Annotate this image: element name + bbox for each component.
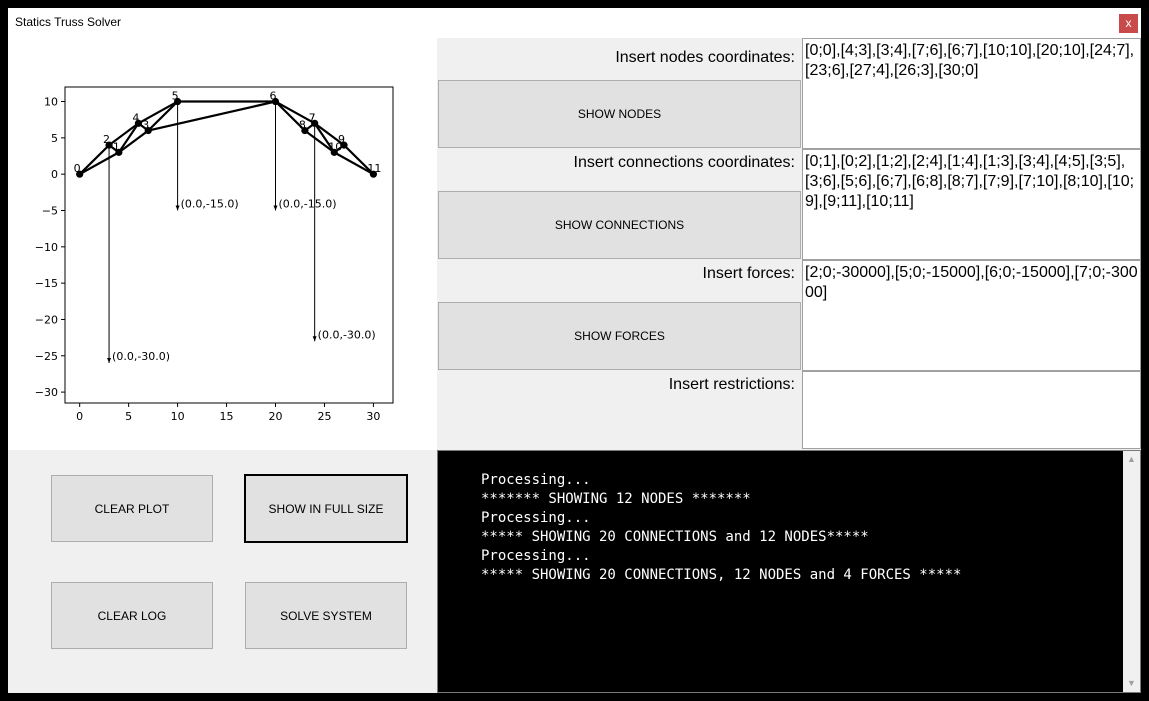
force-arrow-head [312, 336, 317, 342]
log-line: ***** SHOWING 20 CONNECTIONS, 12 NODES a… [481, 567, 962, 583]
node-label: 7 [309, 111, 316, 124]
truss-member [117, 122, 140, 153]
truss-node [369, 170, 378, 178]
truss-member [79, 151, 120, 176]
x-tick-label: 0 [76, 410, 83, 423]
truss-member [313, 122, 336, 153]
truss-member [274, 100, 306, 132]
truss-node [105, 141, 113, 149]
y-tick-label: −25 [35, 350, 58, 363]
restrictions-label: Insert restrictions: [668, 376, 795, 393]
truss-member [274, 100, 316, 125]
y-tick-label: −20 [35, 313, 58, 326]
nodes-label: Insert nodes coordinates: [615, 49, 795, 66]
truss-node [134, 119, 143, 127]
truss-member [343, 144, 375, 175]
truss-member [314, 122, 345, 146]
show-connections-button[interactable]: SHOW CONNECTIONS [438, 191, 801, 259]
app-window: Statics Truss Solver x 0 5 10 15 20 25 30 10 5 0−… [8, 8, 1141, 693]
x-tick-label: 5 [125, 410, 132, 423]
y-tick-label: −5 [42, 204, 58, 217]
restrictions-input[interactable] [802, 371, 1141, 449]
node-label: 10 [328, 140, 342, 153]
truss-node [330, 148, 338, 156]
y-tick-label: 0 [51, 168, 58, 181]
show-nodes-button[interactable]: SHOW NODES [438, 80, 801, 148]
nodes-input[interactable]: [0;0],[4;3],[3;4],[7;6],[6;7],[10;10],[2… [802, 38, 1141, 149]
window-title: Statics Truss Solver [15, 15, 122, 29]
truss-member [118, 129, 149, 154]
node-label: 5 [172, 90, 179, 103]
log-console[interactable]: Processing... ******* SHOWING 12 NODES **… [437, 450, 1141, 693]
log-text: Processing... ******* SHOWING 12 NODES **… [481, 471, 961, 585]
force-label: (0.0,-15.0) [181, 197, 239, 210]
truss-node [271, 97, 280, 106]
y-tick-label: −30 [35, 386, 58, 399]
scroll-up-icon[interactable]: ▲ [1127, 454, 1136, 464]
x-tick-label: 15 [220, 410, 234, 423]
y-tick-label: 5 [51, 132, 58, 145]
show-forces-button[interactable]: SHOW FORCES [438, 302, 801, 370]
node-label: 9 [338, 133, 345, 146]
clear-plot-button[interactable]: CLEAR PLOT [51, 475, 213, 542]
truss-node [311, 119, 319, 127]
x-tick-label: 30 [366, 410, 380, 423]
force-label: (0.0,-15.0) [279, 197, 337, 210]
show-full-size-button[interactable]: SHOW IN FULL SIZE [244, 474, 408, 543]
truss-node [115, 148, 123, 156]
clear-log-button[interactable]: CLEAR LOG [51, 582, 213, 649]
log-line: Processing... [481, 548, 591, 564]
truss-node [173, 97, 182, 106]
truss-member [147, 100, 179, 132]
force-label: (0.0,-30.0) [318, 328, 376, 341]
force-label: (0.0,-30.0) [112, 350, 170, 363]
close-button[interactable]: x [1119, 14, 1138, 33]
force-arrow-head [175, 205, 180, 211]
truss-node [301, 126, 309, 135]
connections-input[interactable]: [0;1],[0;2],[1;2],[2;4],[1;4],[1;3],[3;4… [802, 149, 1141, 260]
truss-member [333, 151, 374, 176]
log-line: Processing... [481, 472, 591, 488]
node-label: 4 [132, 111, 139, 124]
truss-plot: 0 5 10 15 20 25 30 10 5 0 −5 −10 −15 −20 −25 −30 (0.0,-3… [8, 38, 437, 450]
node-label: 2 [103, 133, 110, 146]
force-arrow-head [273, 205, 278, 211]
node-label: 3 [142, 119, 149, 132]
truss-member [78, 144, 110, 175]
node-label: 1 [113, 140, 120, 153]
truss-member [108, 122, 140, 146]
y-tick-label: −15 [35, 277, 58, 290]
forces-label: Insert forces: [702, 265, 795, 282]
truss-member [137, 100, 179, 125]
forces-input[interactable]: [2;0;-30000],[5;0;-15000],[6;0;-15000],[… [802, 260, 1141, 371]
log-scrollbar[interactable]: ▲ ▼ [1123, 451, 1140, 692]
x-tick-label: 20 [269, 410, 283, 423]
y-tick-label: 10 [44, 96, 58, 109]
y-tick-label: −10 [35, 241, 58, 254]
log-line: ***** SHOWING 20 CONNECTIONS and 12 NODE… [481, 529, 869, 545]
truss-plot-svg: 0 5 10 15 20 25 301050−5−10−15−20−25−30(0.0,-3… [35, 86, 394, 423]
truss-node [340, 141, 348, 149]
truss-node [144, 126, 152, 135]
log-line: ******* SHOWING 12 NODES ******* [481, 491, 751, 507]
truss-node [76, 170, 84, 178]
connections-label: Insert connections coordinates: [573, 154, 795, 171]
truss-member [147, 100, 276, 132]
title-bar: Statics Truss Solver x [8, 8, 1141, 38]
force-arrow-head [107, 358, 112, 364]
solve-system-button[interactable]: SOLVE SYSTEM [245, 582, 407, 649]
x-tick-label: 10 [171, 410, 185, 423]
node-label: 6 [270, 90, 277, 103]
log-line: Processing... [481, 510, 591, 526]
x-tick-label: 25 [317, 410, 331, 423]
node-label: 0 [74, 162, 81, 175]
scroll-down-icon[interactable]: ▼ [1127, 678, 1136, 688]
node-label: 8 [299, 119, 306, 132]
node-label: 11 [367, 162, 381, 175]
truss-member [304, 129, 335, 154]
